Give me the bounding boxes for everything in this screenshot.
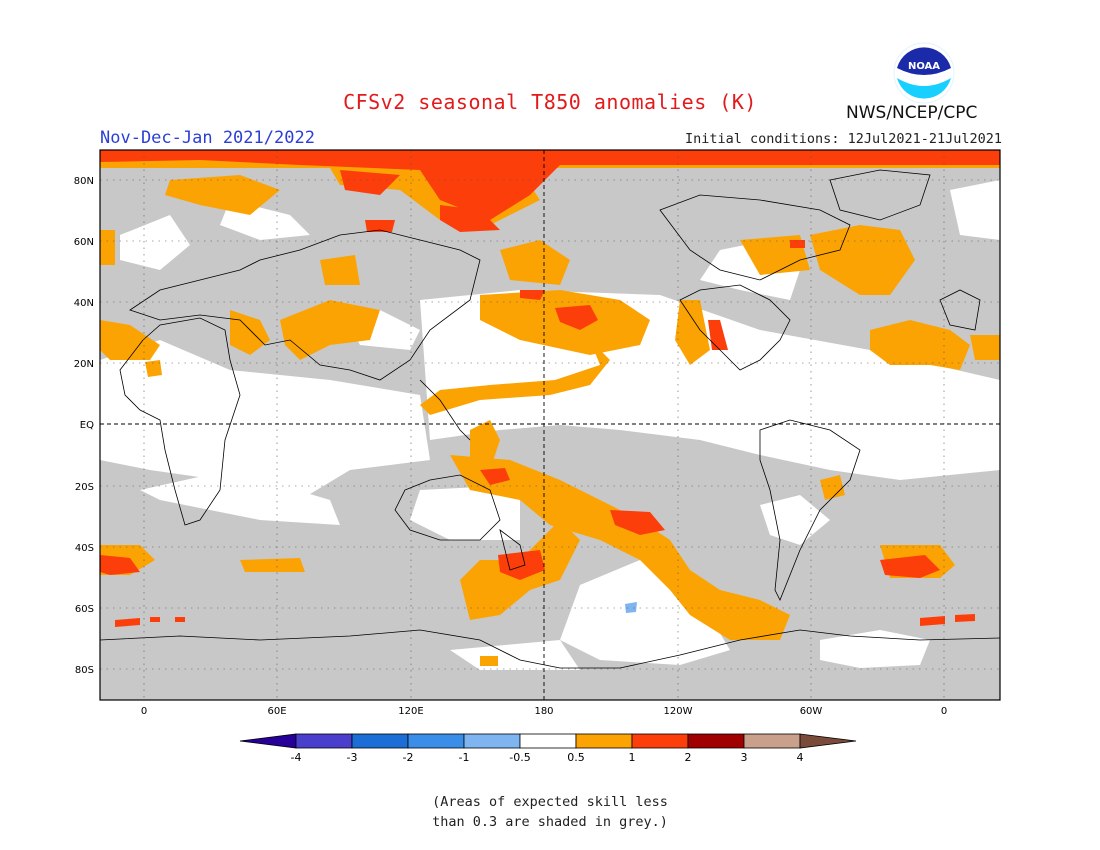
legend-label: -4 xyxy=(291,751,302,764)
longitude-axis: 0 60E 120E 180 120W 60W 0 xyxy=(141,706,947,717)
lon-label: 0 xyxy=(141,706,147,717)
legend-swatch xyxy=(799,733,857,749)
lat-label: 60N xyxy=(74,237,94,248)
legend-swatch xyxy=(631,733,689,749)
anomaly-1-to-2 xyxy=(100,150,1000,627)
noaa-logo: NOAA xyxy=(893,42,955,104)
season-label: Nov-Dec-Jan 2021/2022 xyxy=(100,128,315,148)
legend-swatch xyxy=(463,733,521,749)
legend-label: -3 xyxy=(347,751,358,764)
skill-note: (Areas of expected skill less than 0.3 a… xyxy=(0,792,1100,832)
lat-label: 20N xyxy=(74,359,94,370)
lon-label: 0 xyxy=(941,706,947,717)
legend-swatch xyxy=(407,733,465,749)
color-legend: -4 -3 -2 -1 -0.5 0.5 1 2 3 4 xyxy=(239,733,857,764)
agency-label: NWS/NCEP/CPC xyxy=(846,103,978,123)
legend-label: 3 xyxy=(741,751,748,764)
lon-label: 60E xyxy=(267,706,286,717)
legend-label: 0.5 xyxy=(567,751,585,764)
skill-note-line1: (Areas of expected skill less xyxy=(432,794,668,810)
lat-label: EQ xyxy=(80,420,94,431)
legend-swatch xyxy=(743,733,801,749)
lon-label: 120E xyxy=(398,706,423,717)
lat-label: 60S xyxy=(75,604,94,615)
initial-conditions-label: Initial conditions: 12Jul2021-21Jul2021 xyxy=(685,131,1002,147)
legend-label: 4 xyxy=(797,751,804,764)
logo-text: NOAA xyxy=(908,61,940,72)
legend-swatch xyxy=(295,733,353,749)
map-frame xyxy=(99,149,1001,701)
legend-swatch xyxy=(575,733,633,749)
legend-label: -1 xyxy=(459,751,470,764)
chart-title: CFSv2 seasonal T850 anomalies (K) xyxy=(343,90,757,114)
anomaly-neg-0-5-to-1 xyxy=(625,602,637,613)
legend-swatch xyxy=(239,733,297,749)
anomaly-fields xyxy=(100,150,1000,670)
lon-label: 60W xyxy=(800,706,823,717)
coastlines xyxy=(100,169,1000,669)
lat-label: 40N xyxy=(74,298,94,309)
lat-label: 40S xyxy=(75,543,94,554)
legend-swatch xyxy=(519,733,577,749)
legend-swatch xyxy=(351,733,409,749)
legend-label: -2 xyxy=(403,751,414,764)
latitude-axis: 80N 60N 40N 20N EQ 20S 40S 60S 80S xyxy=(74,176,94,676)
lon-label: 180 xyxy=(534,706,553,717)
lat-label: 80S xyxy=(75,665,94,676)
skill-note-line2: than 0.3 are shaded in grey.) xyxy=(432,814,668,830)
graticule xyxy=(100,150,1000,700)
lat-label: 20S xyxy=(75,482,94,493)
lat-label: 80N xyxy=(74,176,94,187)
legend-swatch xyxy=(687,733,745,749)
legend-label: 1 xyxy=(629,751,636,764)
lon-label: 120W xyxy=(664,706,693,717)
legend-label: 2 xyxy=(685,751,692,764)
legend-label: -0.5 xyxy=(509,751,530,764)
